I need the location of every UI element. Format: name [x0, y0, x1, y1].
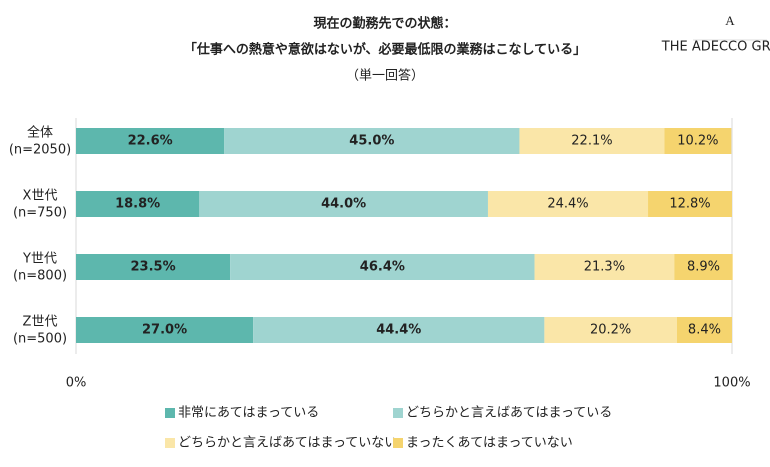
value-label: 44.0%	[321, 197, 366, 212]
bar-segment	[224, 128, 520, 154]
legend-label: 非常にあてはまっている	[178, 406, 319, 421]
bar-segment	[230, 254, 535, 280]
y-tick-label: 全体(n=2050)	[9, 124, 71, 157]
value-label: 27.0%	[142, 323, 187, 338]
legend-swatch	[393, 438, 403, 448]
value-label: 45.0%	[349, 134, 394, 149]
logo-text: THE ADECCO GROUP	[661, 40, 770, 55]
value-label: 44.4%	[376, 323, 421, 338]
y-tick-label: Y世代(n=800)	[13, 251, 67, 283]
bar-segment	[534, 254, 675, 280]
legend-swatch	[165, 408, 175, 418]
value-label: 24.4%	[547, 197, 588, 212]
value-label: 8.9%	[687, 260, 720, 275]
value-label: 10.2%	[677, 134, 718, 149]
x-tick-label: 0%	[66, 376, 87, 391]
y-tick-label: X世代(n=750)	[13, 188, 67, 220]
bar-segment	[648, 191, 732, 217]
value-label: 46.4%	[360, 260, 405, 275]
logo-mark: A	[725, 13, 735, 28]
y-tick-label: Z世代(n=500)	[13, 314, 67, 346]
bar-segment	[76, 317, 254, 343]
value-label: 22.6%	[128, 134, 173, 149]
bar-segment	[519, 128, 665, 154]
bar-segment	[676, 317, 732, 343]
value-label: 23.5%	[131, 260, 176, 275]
bar-segment	[76, 254, 231, 280]
bar-segment	[76, 191, 200, 217]
legend-swatch	[393, 408, 403, 418]
legend-label: どちらかと言えばあてはまっていない	[178, 436, 397, 451]
bar-segment	[674, 254, 733, 280]
value-label: 21.3%	[584, 260, 625, 275]
x-tick-label: 100%	[713, 376, 750, 391]
value-label: 8.4%	[688, 323, 721, 338]
bar-segment	[76, 128, 225, 154]
value-label: 22.1%	[571, 134, 612, 149]
bar-segment	[253, 317, 545, 343]
bar-segment	[199, 191, 488, 217]
value-label: 12.8%	[669, 197, 710, 212]
legend-label: どちらかと言えばあてはまっている	[406, 406, 612, 421]
bar-segment	[664, 128, 732, 154]
value-label: 20.2%	[590, 323, 631, 338]
legend-label: まったくあてはまっていない	[406, 436, 573, 451]
legend-swatch	[165, 438, 175, 448]
bar-segment	[487, 191, 649, 217]
chart-title: 現在の勤務先での状態：	[313, 16, 456, 32]
bar-segment	[544, 317, 677, 343]
chart-note: （単一回答）	[346, 68, 424, 84]
value-label: 18.8%	[115, 197, 160, 212]
chart-subtitle: 「仕事への熱意や意欲はないが、必要最低限の業務はこなしている」	[184, 42, 586, 58]
